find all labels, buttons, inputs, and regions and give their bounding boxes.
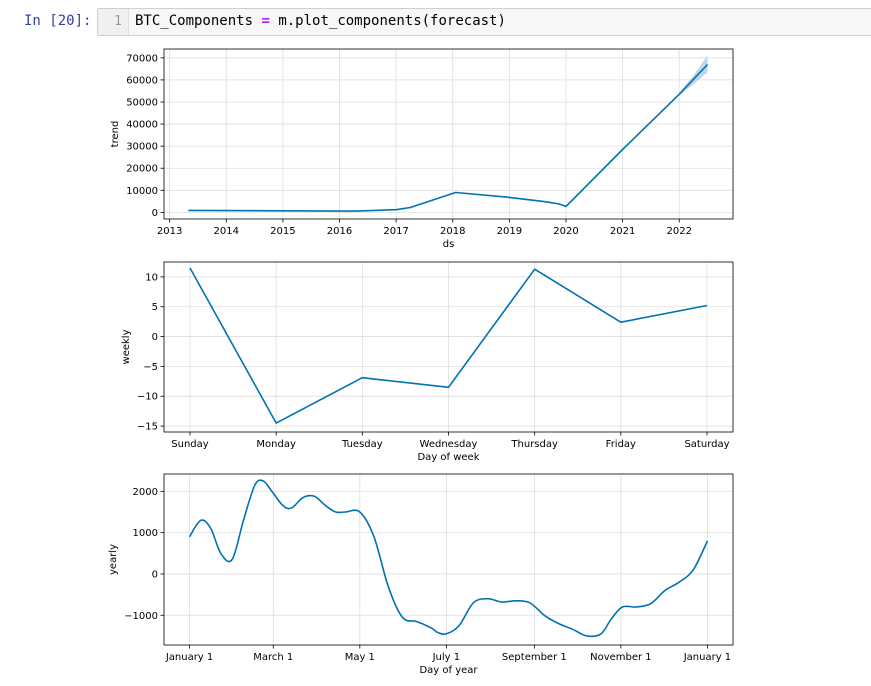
- y-axis-label: yearly: [108, 544, 119, 575]
- y-tick-label: 50000: [126, 97, 158, 108]
- component-panel-weekly: Sunday Monday Tuesday Wednesday Thursday Frid…: [121, 261, 734, 463]
- y-tick-label: 10000: [126, 186, 158, 197]
- y-tick-label: 1000: [133, 528, 158, 539]
- x-tick-label: November 1: [590, 652, 652, 663]
- x-tick-label: September 1: [502, 652, 567, 663]
- y-tick-label: 40000: [126, 120, 158, 131]
- y-tick-label: 30000: [126, 142, 158, 153]
- series-line-weekly: [189, 267, 708, 424]
- y-tick-label: −5: [143, 362, 158, 373]
- x-tick-label: January 1: [683, 652, 731, 663]
- x-tick-label: 2019: [497, 226, 522, 237]
- y-tick-label: 10: [145, 272, 158, 283]
- y-tick-label: 60000: [126, 75, 158, 86]
- axes-frame: [163, 473, 734, 646]
- x-tick-label: Friday: [606, 439, 636, 450]
- code-operator: =: [261, 13, 270, 29]
- y-tick-label: 0: [152, 332, 158, 343]
- x-tick-label: Thursday: [510, 439, 558, 450]
- series-line-yearly: [188, 479, 709, 638]
- code-call: m.plot_components(forecast): [278, 13, 506, 29]
- plot-components-output: 2013 2014 2015 2016 2017 2018 2019 2020 2021 2022…: [108, 48, 734, 676]
- code-variable: BTC_Components: [135, 13, 254, 29]
- x-tick-label: Tuesday: [341, 439, 383, 450]
- axes-frame: [163, 48, 734, 220]
- x-tick-label: 2015: [270, 226, 295, 237]
- series-line-trend: [188, 63, 709, 212]
- x-tick-label: 2014: [214, 226, 239, 237]
- x-tick-label: Saturday: [684, 439, 729, 450]
- y-tick-label: 0: [152, 208, 158, 219]
- x-axis-label: ds: [443, 239, 455, 250]
- x-tick-label: 2022: [666, 226, 691, 237]
- x-tick-label: 2013: [157, 226, 182, 237]
- y-tick-label: −15: [137, 422, 158, 433]
- x-tick-label: 2016: [327, 226, 352, 237]
- y-axis-label: weekly: [121, 329, 132, 364]
- x-tick-label: Monday: [256, 439, 296, 450]
- x-tick-label: July 1: [432, 652, 461, 663]
- x-tick-label: March 1: [253, 652, 293, 663]
- x-tick-label: Sunday: [171, 439, 208, 450]
- x-tick-label: May 1: [345, 652, 375, 663]
- code-cell-input[interactable]: 1 BTC_Components = m.plot_components(for…: [97, 8, 871, 36]
- component-panel-yearly: January 1 March 1 May 1 July 1 September 1 No…: [108, 473, 734, 676]
- y-axis-label: trend: [110, 121, 121, 148]
- y-tick-label: 2000: [133, 487, 158, 498]
- uncertainty-band: [679, 55, 708, 96]
- line-gutter: 1: [98, 9, 129, 35]
- x-axis-label: Day of year: [419, 665, 478, 676]
- x-axis-label: Day of week: [417, 452, 479, 463]
- component-panel-trend: 2013 2014 2015 2016 2017 2018 2019 2020 2021 2022…: [110, 48, 734, 250]
- code-line[interactable]: BTC_Components = m.plot_components(forec…: [135, 13, 506, 29]
- y-tick-label: −10: [137, 392, 158, 403]
- y-tick-label: 5: [152, 302, 158, 313]
- y-tick-label: 20000: [126, 164, 158, 175]
- y-tick-label: 0: [152, 569, 158, 580]
- cell-prompt: In [20]:: [24, 13, 92, 29]
- x-tick-label: Wednesday: [420, 439, 478, 450]
- x-tick-label: 2017: [383, 226, 408, 237]
- y-tick-label: 70000: [126, 53, 158, 64]
- x-tick-label: 2018: [440, 226, 465, 237]
- line-number: 1: [114, 14, 122, 29]
- x-tick-label: 2020: [553, 226, 578, 237]
- x-tick-label: January 1: [165, 652, 213, 663]
- x-tick-label: 2021: [610, 226, 635, 237]
- y-tick-label: −1000: [124, 611, 158, 622]
